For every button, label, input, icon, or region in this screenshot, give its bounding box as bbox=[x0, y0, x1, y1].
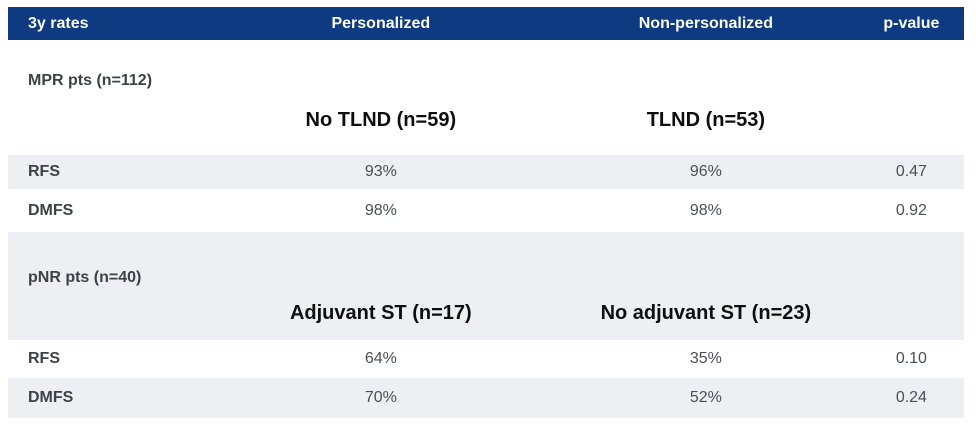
row-label-rfs: RFS bbox=[28, 350, 60, 367]
table-row-pnr-dmfs: DMFS 70% 52% 0.24 bbox=[8, 378, 964, 418]
cell-pnr-rfs-personalized: 64% bbox=[364, 350, 397, 367]
table-header-row: 3y rates Personalized Non-personalized p… bbox=[8, 7, 964, 40]
subheader-no-adjuvant-st: No adjuvant ST (n=23) bbox=[600, 302, 812, 324]
table-row-mpr-rfs: RFS 93% 96% 0.47 bbox=[8, 155, 964, 189]
subheader-adjuvant-st: Adjuvant ST (n=17) bbox=[289, 302, 472, 324]
row-label-dmfs: DMFS bbox=[28, 201, 74, 219]
row-label-rfs: RFS bbox=[28, 163, 60, 180]
cell-mpr-dmfs-p-value: 0.92 bbox=[895, 201, 927, 219]
header-cell-p-value: p-value bbox=[883, 14, 940, 32]
subheader-no-tlnd: No TLND (n=59) bbox=[305, 109, 457, 131]
section-label-pnr: pNR pts (n=40) bbox=[28, 269, 142, 286]
cell-mpr-rfs-personalized: 93% bbox=[364, 163, 397, 180]
header-cell-personalized: Personalized bbox=[331, 14, 431, 32]
table-row-mpr-dmfs: DMFS 98% 98% 0.92 bbox=[8, 189, 964, 232]
subheader-row-mpr: No TLND (n=59) TLND (n=53) bbox=[8, 106, 964, 134]
cell-pnr-dmfs-non-personalized: 52% bbox=[689, 389, 722, 406]
cell-mpr-dmfs-personalized: 98% bbox=[364, 201, 397, 219]
cell-pnr-dmfs-p-value: 0.24 bbox=[895, 389, 927, 406]
table-row-pnr-rfs: RFS 64% 35% 0.10 bbox=[8, 340, 964, 378]
header-cell-3y-rates: 3y rates bbox=[28, 14, 89, 32]
subheader-row-pnr: Adjuvant ST (n=17) No adjuvant ST (n=23) bbox=[8, 299, 964, 327]
cell-pnr-rfs-p-value: 0.10 bbox=[895, 350, 927, 367]
cell-mpr-rfs-non-personalized: 96% bbox=[689, 163, 722, 180]
header-cell-non-personalized: Non-personalized bbox=[638, 14, 773, 32]
cell-mpr-rfs-p-value: 0.47 bbox=[895, 163, 927, 180]
section-label-mpr: MPR pts (n=112) bbox=[28, 72, 153, 89]
row-label-dmfs: DMFS bbox=[28, 389, 74, 406]
cell-pnr-dmfs-personalized: 70% bbox=[364, 389, 397, 406]
outcomes-table: 3y rates Personalized Non-personalized p… bbox=[8, 7, 964, 418]
section-pnr: pNR pts (n=40) Adjuvant ST (n=17) No adj… bbox=[8, 232, 964, 340]
cell-mpr-dmfs-non-personalized: 98% bbox=[689, 201, 722, 219]
section-mpr: MPR pts (n=112) No TLND (n=59) TLND (n=5… bbox=[8, 40, 964, 155]
cell-pnr-rfs-non-personalized: 35% bbox=[689, 350, 722, 367]
subheader-tlnd: TLND (n=53) bbox=[646, 109, 766, 131]
